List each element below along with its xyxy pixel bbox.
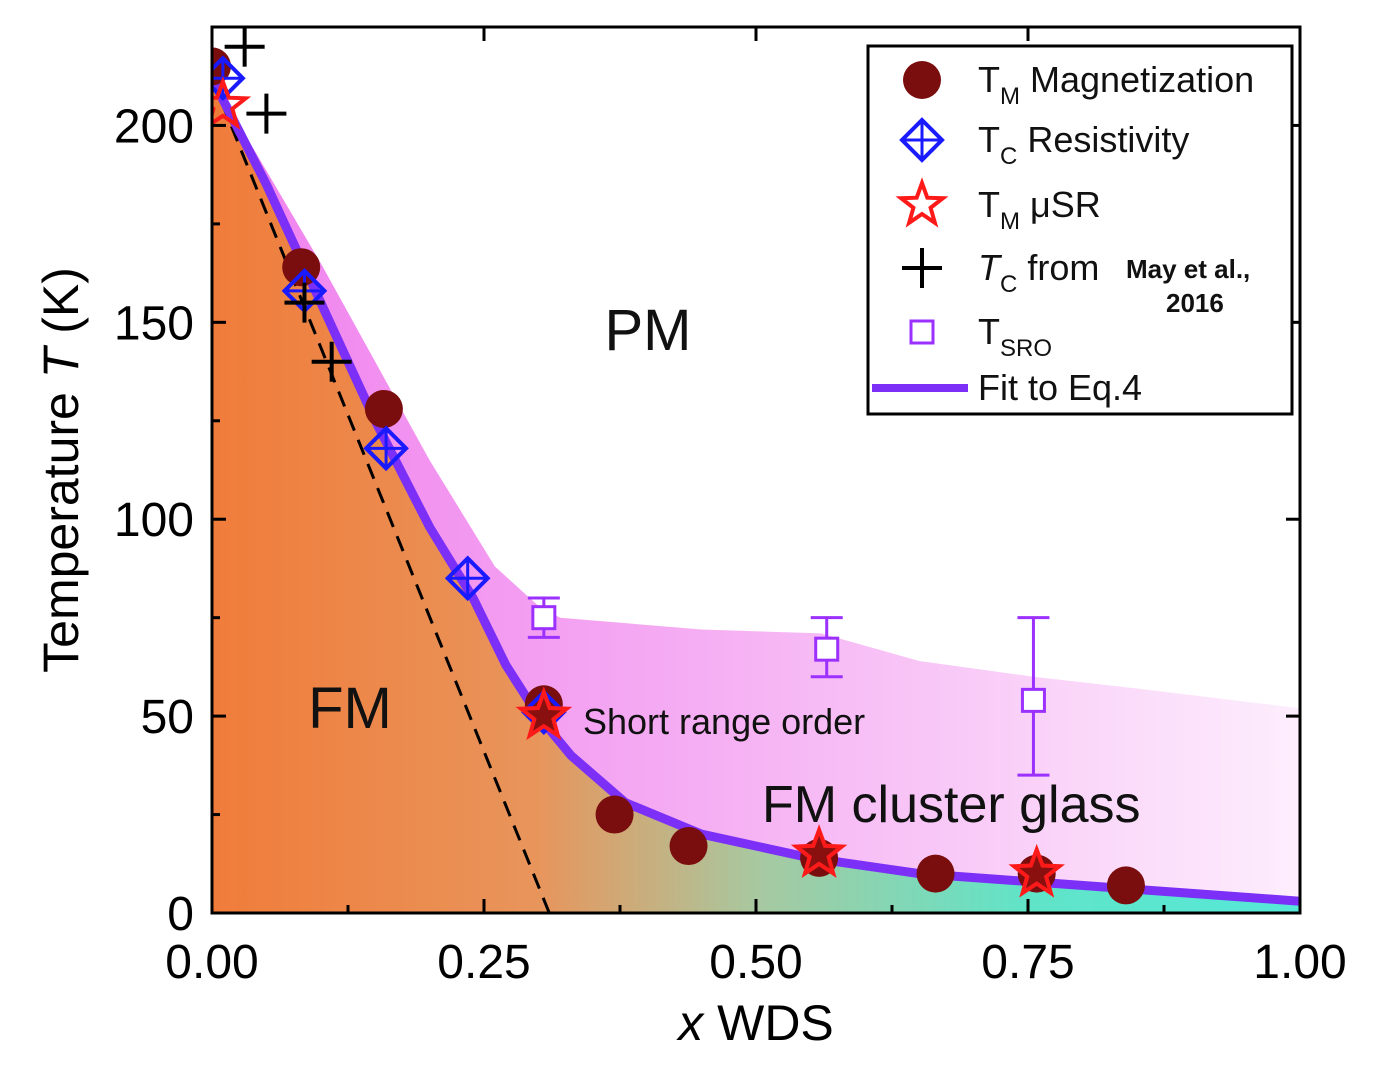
fm-region — [212, 78, 1300, 913]
legend-label: Fit to Eq.4 — [978, 367, 1142, 408]
plot-area — [212, 27, 1300, 913]
musr-point — [1008, 843, 1065, 898]
musr-point — [790, 824, 848, 878]
magnetization-point — [364, 389, 403, 428]
x-tick-label: 0.75 — [981, 936, 1074, 989]
data-marks — [212, 27, 1145, 905]
sro-point — [527, 596, 560, 639]
legend-entry: TC from May et al., 2016 — [902, 247, 1250, 318]
axis-ticks: 0.00 0.25 0.50 0.75 1.00 0 50 100 150 200 — [114, 27, 1347, 989]
region-label-fm: FM — [308, 676, 392, 741]
legend-label-main: T — [978, 184, 1000, 225]
x-axis-title-rest: WDS — [717, 995, 834, 1051]
magnetization-point — [916, 854, 955, 893]
sro-point — [810, 616, 843, 679]
magnetization-point — [669, 827, 708, 866]
y-axis-title-post: (K) — [33, 267, 89, 334]
legend-entry: Fit to Eq.4 — [872, 367, 1142, 408]
legend-label-sub: C — [1000, 143, 1017, 170]
legend-label-sub: C — [1000, 271, 1017, 298]
y-tick-label: 200 — [114, 100, 194, 153]
sro-point — [1017, 616, 1050, 777]
legend-label-main: T — [978, 311, 1000, 352]
resistivity-point — [363, 425, 409, 472]
linear-extrapolation-line — [212, 77, 551, 913]
musr-point — [515, 686, 573, 741]
y-tick-label: 50 — [141, 691, 194, 744]
y-axis-title-pre: Temperature — [33, 392, 89, 673]
legend-label-citation: May et al., — [1126, 254, 1250, 284]
x-tick-label: 0.00 — [165, 936, 258, 989]
legend-label-rest: Resistivity — [1017, 119, 1189, 160]
musr-point — [212, 76, 252, 130]
y-axis-title: Temperature T (K) — [33, 267, 89, 673]
legend-label-main: T — [978, 59, 1000, 100]
legend-entry: TC Resistivity — [899, 117, 1189, 170]
may-point — [246, 93, 287, 134]
x-axis-title: x WDS — [676, 995, 834, 1051]
legend-key-musr — [895, 177, 949, 228]
legend-label: TC Resistivity — [978, 119, 1189, 170]
legend-key-resistivity — [899, 117, 945, 163]
region-label-cluster-glass: FM cluster glass — [762, 776, 1141, 834]
legend-label: TM μSR — [978, 184, 1101, 235]
y-axis-title-var: T — [33, 344, 89, 378]
sro-square — [531, 605, 557, 631]
x-tick-label: 0.25 — [437, 936, 530, 989]
x-axis-title-var: x — [676, 995, 705, 1051]
legend-label-main: T — [978, 247, 1003, 288]
legend-key-sro — [909, 319, 935, 345]
legend-entry: TM μSR — [895, 177, 1101, 235]
region-label-short-range-order: Short range order — [583, 701, 865, 742]
y-tick-label: 150 — [114, 297, 194, 350]
sro-square — [814, 636, 840, 662]
magnetization-point — [1106, 866, 1145, 905]
legend-label-citation-year: 2016 — [1166, 288, 1224, 318]
may-point — [284, 282, 325, 323]
diamond-outline — [444, 555, 491, 602]
legend-label: TM Magnetization — [978, 59, 1254, 110]
x-tick-label: 0.50 — [709, 936, 802, 989]
legend-label-sub: M — [1000, 208, 1020, 235]
legend-label-sub: M — [1000, 83, 1020, 110]
legend-label-sub: SRO — [1000, 335, 1052, 362]
may-point — [311, 341, 352, 382]
legend-label-rest: Magnetization — [1020, 59, 1254, 100]
legend-label: TC from — [978, 247, 1099, 298]
resistivity-point — [444, 555, 491, 602]
x-tick-label: 1.00 — [1253, 936, 1346, 989]
y-tick-label: 0 — [167, 888, 194, 941]
legend-box — [866, 44, 1294, 416]
legend-label-rest: from — [1017, 247, 1099, 288]
legend-key-magnetization — [903, 61, 941, 99]
magnetization-point — [595, 795, 634, 834]
legend-label-rest: μSR — [1020, 184, 1101, 225]
legend-entry: TSRO — [909, 311, 1052, 362]
may-point — [224, 27, 265, 67]
legend-entry: TM Magnetization — [903, 59, 1254, 110]
region-label-pm: PM — [605, 298, 692, 363]
legend-label-main: T — [978, 119, 1000, 160]
legend-label: TSRO — [978, 311, 1052, 362]
legend-label-main: Fit to Eq.4 — [978, 367, 1142, 408]
sro-square — [1020, 687, 1046, 713]
y-tick-label: 100 — [114, 494, 194, 547]
